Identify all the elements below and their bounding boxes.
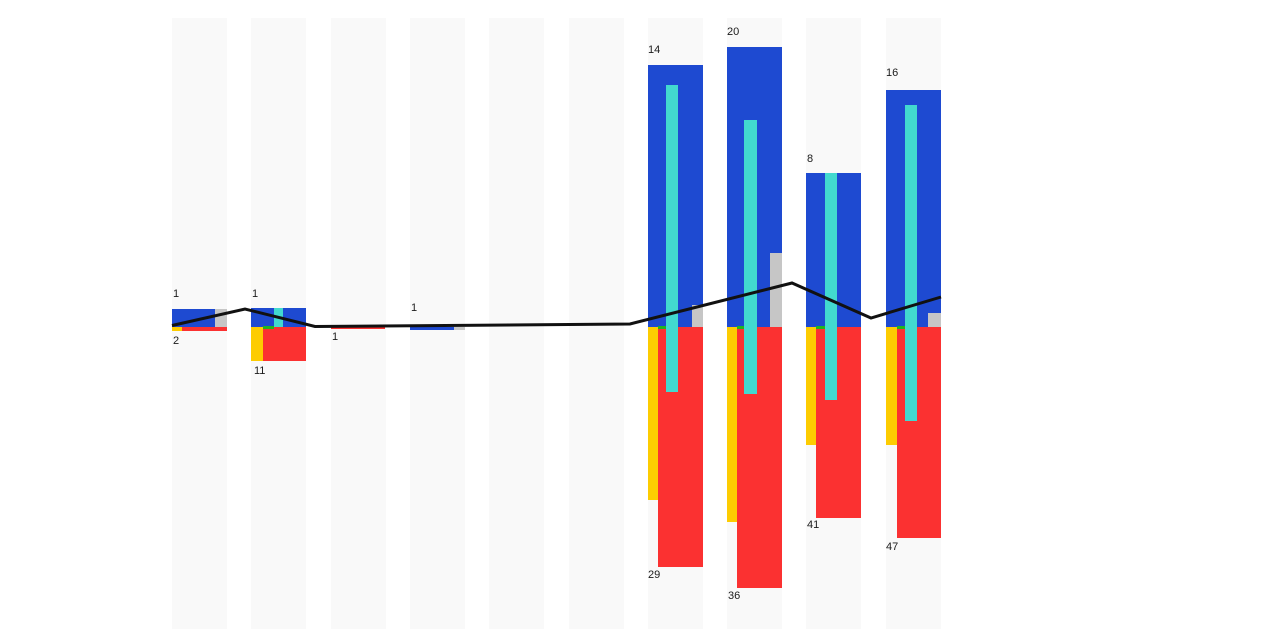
- value-label: 14: [648, 44, 661, 56]
- value-label: 16: [886, 67, 899, 79]
- bar-green: [658, 325, 666, 329]
- bar-gray: [454, 326, 465, 330]
- bar-red: [182, 327, 227, 331]
- bar-green: [897, 325, 905, 329]
- bar-red: [816, 327, 861, 518]
- bar-yellow: [172, 327, 182, 331]
- value-label: 1: [252, 288, 259, 300]
- value-label: 8: [807, 153, 814, 165]
- bar-green: [737, 325, 744, 329]
- bar-red: [263, 327, 306, 361]
- bar-gray: [770, 253, 782, 327]
- bar-cyan: [666, 85, 678, 392]
- bar-yellow: [886, 327, 897, 445]
- bar-red: [897, 327, 941, 538]
- category-band: [568, 18, 624, 629]
- bar-green: [816, 325, 825, 329]
- value-label: 47: [886, 541, 899, 553]
- bar-red: [331, 327, 385, 329]
- bar-yellow: [251, 327, 263, 361]
- bar-cyan: [744, 120, 757, 394]
- category-band: [409, 18, 465, 629]
- value-label: 11: [254, 365, 266, 377]
- value-label: 1: [332, 331, 339, 343]
- bar-red: [658, 327, 703, 567]
- value-label: 36: [728, 590, 741, 602]
- bar-cyan: [825, 173, 837, 400]
- bar-gray: [928, 313, 941, 327]
- bar-gray: [215, 308, 227, 327]
- value-label: 41: [807, 519, 820, 531]
- bar-yellow: [806, 327, 816, 445]
- bar-cyan: [905, 105, 917, 421]
- category-band: [489, 18, 545, 629]
- value-label: 20: [727, 26, 740, 38]
- bar-yellow: [727, 327, 737, 522]
- bar-green: [263, 325, 274, 329]
- value-label: 1: [173, 288, 180, 300]
- bar-gray: [692, 305, 703, 327]
- bar-blue: [410, 326, 454, 330]
- bar-yellow: [648, 327, 658, 500]
- value-label: 1: [411, 302, 418, 314]
- bar-cyan: [274, 308, 283, 327]
- value-label: 29: [648, 569, 661, 581]
- value-label: 2: [173, 335, 180, 347]
- category-band: [330, 18, 386, 629]
